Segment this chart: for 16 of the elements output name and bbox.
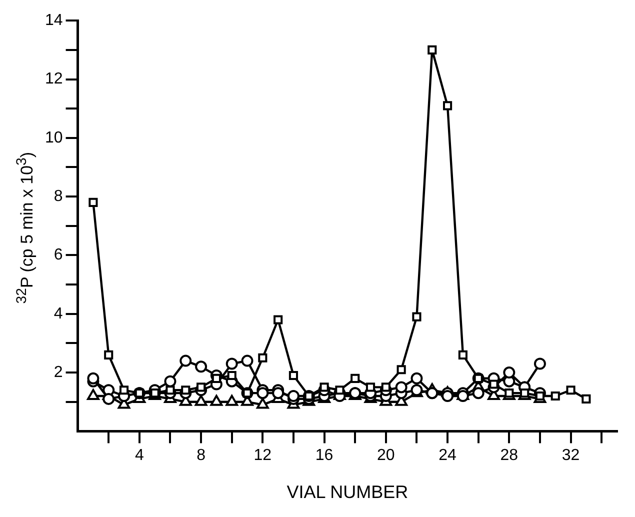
y-tick-label: 14 — [45, 12, 63, 30]
y-tick-label: 12 — [45, 70, 63, 88]
x-tick-label: 16 — [315, 447, 334, 464]
y-tick-label: 8 — [54, 188, 63, 205]
x-tick-label: 24 — [438, 447, 457, 464]
x-axis-title: VIAL NUMBER — [286, 482, 408, 502]
y-tick-label: 10 — [45, 129, 63, 146]
x-tick-label: 12 — [254, 447, 272, 464]
x-tick-label: 8 — [196, 447, 206, 464]
x-tick-label: 32 — [562, 447, 580, 464]
x-tick-label: 28 — [500, 447, 518, 464]
y-tick-label: 6 — [54, 246, 63, 264]
y-tick-label: 4 — [54, 305, 63, 322]
x-tick-label: 20 — [377, 447, 395, 464]
x-tick-label: 4 — [134, 447, 144, 464]
y-tick-label: 2 — [54, 364, 63, 381]
